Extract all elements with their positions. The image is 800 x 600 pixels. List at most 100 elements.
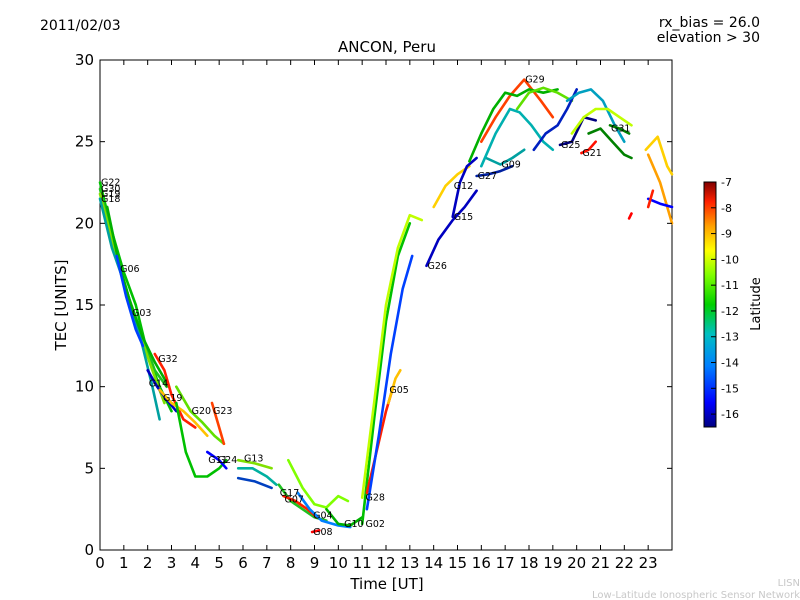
series-G09 (484, 148, 526, 166)
colorbar-tick-label: -15 (721, 382, 739, 395)
x-tick-label: 9 (310, 554, 320, 572)
colorbar-tick-label: -9 (721, 228, 732, 241)
y-axis-ticks: 0 5 10 15 20 25 30 (75, 51, 672, 559)
satellite-label-G17: G17 (280, 488, 299, 499)
series-G20 (175, 385, 226, 446)
series-G24 (206, 450, 228, 470)
source-credit-short: LISN (778, 578, 800, 589)
series-G28 (360, 213, 424, 499)
series-G26 (425, 189, 478, 268)
series-G15 (451, 156, 478, 219)
rx-bias-label: rx_bias = 26.0 (659, 15, 760, 31)
elevation-label: elevation > 30 (657, 30, 760, 46)
x-tick-label: 23 (639, 554, 658, 572)
x-tick-label: 21 (591, 554, 610, 572)
colorbar-tick-label: -10 (721, 253, 739, 266)
satellite-label-G06: G06 (120, 264, 139, 275)
date-label: 2011/02/03 (40, 18, 121, 34)
source-credit-long: Low-Latitude Ionospheric Sensor Network (592, 590, 800, 600)
colorbar (703, 181, 717, 428)
series-G04 (296, 491, 352, 529)
series-G11 (175, 401, 228, 478)
colorbar-tick-label: -7 (721, 176, 732, 189)
series-G32 (153, 352, 197, 429)
series-G21c (570, 107, 633, 135)
y-tick-label: 10 (75, 378, 94, 396)
satellite-label-G12: G12 (454, 181, 473, 192)
x-tick-label: 1 (119, 554, 129, 572)
satellite-label-G08: G08 (313, 527, 332, 538)
x-tick-label: 10 (329, 554, 348, 572)
series-G19b (158, 388, 209, 437)
colorbar-tick-label: -11 (721, 279, 739, 292)
series-G29e (532, 88, 578, 152)
x-axis-ticks: 0 1 2 3 4 5 6 7 8 9 10 11 12 13 14 15 16 17 18 19 20 21 22 23 (95, 60, 658, 572)
y-tick-label: 15 (75, 296, 94, 314)
satellite-label-G32: G32 (158, 354, 177, 365)
colorbar-tick-label: -12 (721, 305, 739, 318)
y-axis-label: TEC [UNITS] (52, 260, 70, 352)
x-tick-label: 5 (214, 554, 224, 572)
satellite-label-G29: G29 (525, 75, 544, 86)
x-tick-label: 16 (472, 554, 491, 572)
satellite-label-G31: G31 (611, 124, 630, 135)
series-G23 (210, 401, 226, 446)
satellite-label-G24: G24 (218, 455, 237, 466)
y-tick-label: 20 (75, 214, 94, 232)
satellite-label-G07: G07 (285, 494, 304, 505)
series-G29b (468, 88, 559, 163)
series-G06 (105, 205, 171, 388)
series-G31 (608, 124, 631, 135)
series-G21d (587, 127, 633, 160)
series-G29d (480, 107, 555, 168)
satellite-label-G26: G26 (428, 261, 447, 272)
x-tick-label: 20 (567, 554, 586, 572)
satellite-label-G23: G23 (213, 406, 232, 417)
series-layer (98, 78, 674, 534)
series-G27 (475, 164, 514, 178)
series-G13 (236, 467, 278, 486)
x-tick-label: 19 (543, 554, 562, 572)
series-G05b (387, 369, 402, 405)
colorbar-label: Latitude (749, 277, 764, 331)
series-G31c (646, 153, 674, 225)
series-G25 (558, 115, 597, 147)
x-tick-label: 11 (353, 554, 372, 572)
y-tick-label: 0 (84, 541, 94, 559)
series-G12 (432, 164, 471, 209)
x-tick-label: 15 (448, 554, 467, 572)
colorbar-ticks: -7 -8 -9 -10 -11 -12 -13 -14 -15 -16 (711, 176, 739, 421)
satellite-label-G22: G22 (101, 178, 120, 189)
x-tick-label: 7 (262, 554, 272, 572)
x-tick-label: 4 (191, 554, 201, 572)
colorbar-tick-label: -16 (721, 408, 739, 421)
satellite-label-G19: G19 (101, 189, 120, 200)
x-tick-label: 14 (424, 554, 443, 572)
series-G29c (515, 86, 574, 111)
x-tick-label: 8 (286, 554, 296, 572)
series-G21 (580, 140, 597, 155)
satellite-label-G11: G11 (208, 455, 227, 466)
series-G13b (236, 458, 273, 470)
series-G05c (365, 254, 414, 511)
y-tick-label: 5 (84, 459, 94, 477)
series-G31d (646, 197, 674, 209)
x-tick-label: 12 (376, 554, 395, 572)
series-G13c (236, 476, 273, 490)
x-axis-label: Time [UT] (349, 575, 423, 593)
series-G10 (325, 507, 364, 527)
colorbar-tick-label: -14 (721, 357, 739, 370)
x-tick-label: 6 (238, 554, 248, 572)
satellite-label-G02: G02 (366, 519, 385, 530)
satellite-label-G05: G05 (389, 385, 408, 396)
x-tick-label: 18 (519, 554, 538, 572)
series-G03 (115, 254, 145, 348)
y-tick-label: 30 (75, 51, 94, 69)
series-G29 (480, 78, 555, 143)
satellite-label-G28: G28 (366, 493, 385, 504)
x-tick-label: 3 (167, 554, 177, 572)
chart-title: ANCON, Peru (338, 38, 436, 56)
series-G31e (627, 212, 633, 220)
x-tick-label: 13 (400, 554, 419, 572)
